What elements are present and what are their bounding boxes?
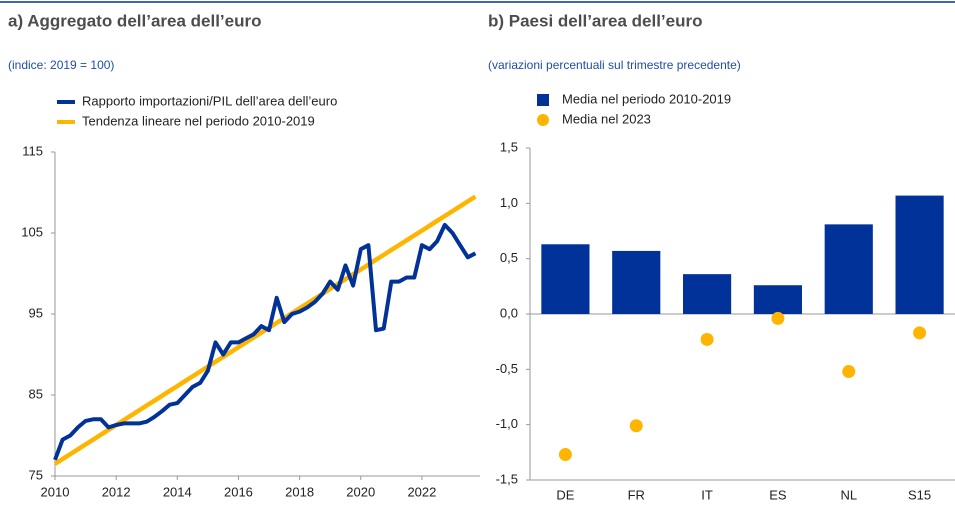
bar	[895, 195, 944, 314]
y-tick-label: 75	[29, 467, 43, 482]
y-tick-label: -1,5	[496, 471, 518, 486]
x-tick-label: 2010	[41, 484, 70, 499]
y-tick-label: -1,0	[496, 416, 518, 431]
dot	[700, 332, 714, 346]
legend-swatch	[537, 94, 549, 106]
chart-subtitle: (indice: 2019 = 100)	[8, 58, 114, 72]
y-tick-label: 0,0	[500, 305, 518, 320]
y-tick-label: -0,5	[496, 361, 518, 376]
legend-swatch	[537, 114, 549, 126]
legend-label: Tendenza lineare nel periodo 2010-2019	[82, 113, 315, 128]
y-tick-label: 0,5	[500, 250, 518, 265]
legend-label: Rapporto importazioni/PIL dell’area dell…	[82, 93, 337, 108]
x-tick-label: 2020	[346, 484, 375, 499]
x-tick-label: ES	[769, 487, 787, 502]
y-tick-label: 95	[29, 305, 43, 320]
x-tick-label: IT	[701, 487, 713, 502]
x-tick-label: 2022	[407, 484, 436, 499]
bar	[753, 285, 802, 314]
legend-label: Media nel periodo 2010-2019	[562, 91, 731, 106]
x-tick-label: NL	[840, 487, 857, 502]
y-tick-label: 85	[29, 386, 43, 401]
x-tick-label: 2016	[224, 484, 253, 499]
line	[53, 222, 477, 461]
legend-label: Media nel 2023	[562, 111, 651, 126]
bar	[541, 244, 590, 314]
x-tick-label: S15	[908, 487, 931, 502]
dot	[771, 311, 785, 325]
dot	[842, 365, 856, 379]
chart-subtitle: (variazioni percentuali sul trimestre pr…	[488, 58, 741, 72]
dot	[558, 448, 572, 462]
dot	[629, 419, 643, 433]
chart-title: a) Aggregato dell’area dell’euro	[8, 11, 262, 30]
x-tick-label: FR	[628, 487, 645, 502]
y-tick-label: 105	[21, 224, 43, 239]
dot	[913, 326, 927, 340]
y-tick-label: 1,5	[500, 139, 518, 154]
bar	[683, 274, 732, 314]
bar	[824, 224, 873, 314]
x-tick-label: 2014	[163, 484, 192, 499]
x-tick-label: DE	[556, 487, 574, 502]
y-tick-label: 1,0	[500, 195, 518, 210]
x-tick-label: 2012	[102, 484, 131, 499]
x-tick-label: 2018	[285, 484, 314, 499]
bar	[612, 250, 661, 314]
y-tick-label: 115	[22, 143, 43, 158]
chart-title: b) Paesi dell’area dell’euro	[488, 11, 702, 30]
